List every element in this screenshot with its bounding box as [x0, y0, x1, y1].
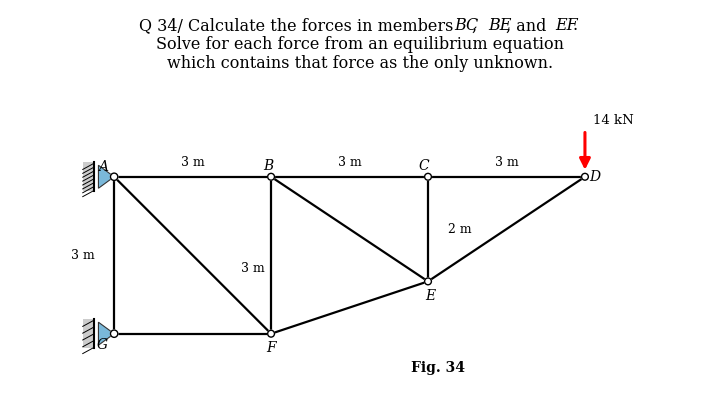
Circle shape: [425, 278, 431, 285]
Text: A: A: [98, 160, 107, 174]
Text: which contains that force as the only unknown.: which contains that force as the only un…: [167, 55, 553, 72]
Bar: [83, 319, 94, 348]
Text: Q 34/ Calculate the forces in members: Q 34/ Calculate the forces in members: [139, 17, 459, 34]
Text: E: E: [426, 289, 436, 303]
Text: Fig. 34: Fig. 34: [411, 361, 465, 375]
Text: F: F: [266, 342, 276, 355]
Circle shape: [425, 173, 431, 180]
Polygon shape: [99, 322, 114, 345]
Polygon shape: [99, 165, 114, 188]
Text: EF: EF: [556, 17, 578, 34]
Text: B: B: [264, 159, 274, 173]
Text: Solve for each force from an equilibrium equation: Solve for each force from an equilibrium…: [156, 36, 564, 53]
Circle shape: [110, 330, 118, 337]
Bar: [83, 162, 94, 191]
Text: C: C: [418, 159, 429, 173]
Text: D: D: [589, 170, 600, 184]
Text: 3 m: 3 m: [240, 262, 264, 275]
Text: G: G: [97, 338, 108, 352]
Text: 14 kN: 14 kN: [593, 114, 634, 127]
Text: 3 m: 3 m: [181, 156, 204, 169]
Text: BE: BE: [488, 17, 512, 34]
Circle shape: [268, 173, 274, 180]
Text: 2 m: 2 m: [448, 223, 472, 235]
Text: BC: BC: [454, 17, 479, 34]
Text: , and: , and: [505, 17, 552, 34]
Circle shape: [110, 173, 118, 180]
Text: 3 m: 3 m: [338, 156, 361, 169]
Text: 3 m: 3 m: [495, 156, 518, 169]
Text: 3 m: 3 m: [71, 249, 94, 262]
Circle shape: [582, 173, 588, 180]
Circle shape: [268, 330, 274, 337]
Text: .: .: [572, 17, 578, 34]
Text: ,: ,: [472, 17, 482, 34]
